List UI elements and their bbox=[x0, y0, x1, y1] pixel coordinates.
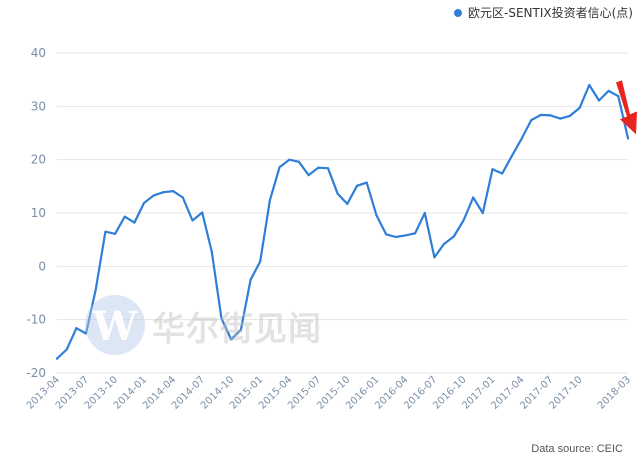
data-point bbox=[336, 192, 339, 195]
data-point bbox=[288, 158, 291, 161]
data-point bbox=[413, 232, 417, 235]
data-point bbox=[501, 172, 504, 175]
data-point bbox=[510, 154, 513, 158]
x-axis: 2013-042013-072013-102014-012014-042014-… bbox=[25, 374, 633, 411]
data-point bbox=[75, 327, 78, 330]
data-point bbox=[404, 234, 407, 237]
y-tick-label: 20 bbox=[31, 153, 46, 167]
x-tick-label: 2018-03 bbox=[596, 374, 633, 411]
data-point bbox=[143, 201, 146, 204]
data-point bbox=[259, 260, 262, 263]
data-point bbox=[307, 174, 310, 177]
data-point bbox=[278, 166, 281, 169]
data-point bbox=[181, 196, 184, 199]
data-point bbox=[491, 168, 494, 171]
data-point bbox=[94, 288, 97, 291]
data-point bbox=[530, 119, 533, 122]
y-tick-label: -10 bbox=[26, 313, 46, 327]
data-point bbox=[268, 199, 272, 202]
series-layer bbox=[55, 83, 630, 360]
data-point bbox=[65, 348, 68, 351]
data-point bbox=[423, 211, 426, 215]
watermark-logo: W bbox=[85, 295, 145, 355]
y-tick-label: -20 bbox=[26, 366, 46, 380]
data-point bbox=[152, 194, 155, 197]
watermark-logo-letter: W bbox=[92, 303, 138, 350]
legend[interactable]: 欧元区-SENTIX投资者信心(点) bbox=[454, 4, 633, 21]
data-point bbox=[326, 167, 330, 170]
data-point bbox=[55, 357, 59, 360]
data-point bbox=[617, 95, 620, 98]
grid-lines bbox=[57, 52, 628, 374]
data-point bbox=[597, 99, 601, 102]
data-point bbox=[384, 233, 388, 236]
data-point bbox=[433, 256, 436, 259]
data-point bbox=[123, 215, 126, 218]
data-point bbox=[162, 191, 165, 194]
data-point bbox=[375, 214, 378, 217]
data-point bbox=[452, 235, 455, 238]
data-point bbox=[365, 181, 368, 184]
y-tick-label: 10 bbox=[31, 206, 46, 220]
data-point bbox=[297, 160, 301, 163]
data-point bbox=[113, 232, 117, 235]
legend-marker-icon bbox=[454, 8, 463, 17]
annotation-layer bbox=[616, 80, 637, 135]
data-point bbox=[481, 211, 484, 215]
data-point bbox=[230, 338, 233, 341]
data-point bbox=[578, 106, 581, 110]
y-tick-label: 0 bbox=[38, 259, 46, 273]
data-point bbox=[191, 219, 194, 222]
watermark-text: 华尔街见闻 bbox=[152, 309, 322, 348]
down-arrow-icon bbox=[616, 80, 637, 135]
data-point bbox=[84, 332, 88, 335]
data-point bbox=[220, 317, 223, 320]
data-point bbox=[133, 221, 136, 224]
data-point bbox=[210, 250, 213, 254]
y-tick-label: 30 bbox=[31, 99, 46, 113]
data-point bbox=[317, 166, 320, 169]
data-point bbox=[201, 211, 204, 214]
data-point bbox=[549, 114, 552, 117]
data-point bbox=[172, 190, 175, 193]
data-point bbox=[559, 117, 562, 120]
data-point bbox=[626, 137, 630, 140]
data-point bbox=[588, 83, 591, 87]
data-point bbox=[462, 219, 465, 222]
data-point bbox=[472, 196, 475, 199]
data-point bbox=[539, 113, 542, 116]
data-point bbox=[355, 184, 359, 187]
y-tick-label: 40 bbox=[31, 46, 46, 60]
data-point bbox=[239, 328, 242, 331]
y-axis: 40 30 20 10 0 -10 -20 bbox=[26, 46, 46, 380]
data-point bbox=[104, 230, 107, 233]
data-point bbox=[249, 278, 252, 281]
data-source: Data source: CEIC bbox=[531, 443, 623, 455]
data-point bbox=[520, 137, 523, 140]
data-point bbox=[443, 242, 446, 246]
series-line bbox=[55, 83, 630, 360]
data-point bbox=[607, 89, 610, 92]
legend-label: 欧元区-SENTIX投资者信心(点) bbox=[468, 6, 633, 20]
data-point bbox=[346, 202, 349, 206]
data-point bbox=[568, 114, 572, 118]
data-point bbox=[394, 235, 397, 239]
